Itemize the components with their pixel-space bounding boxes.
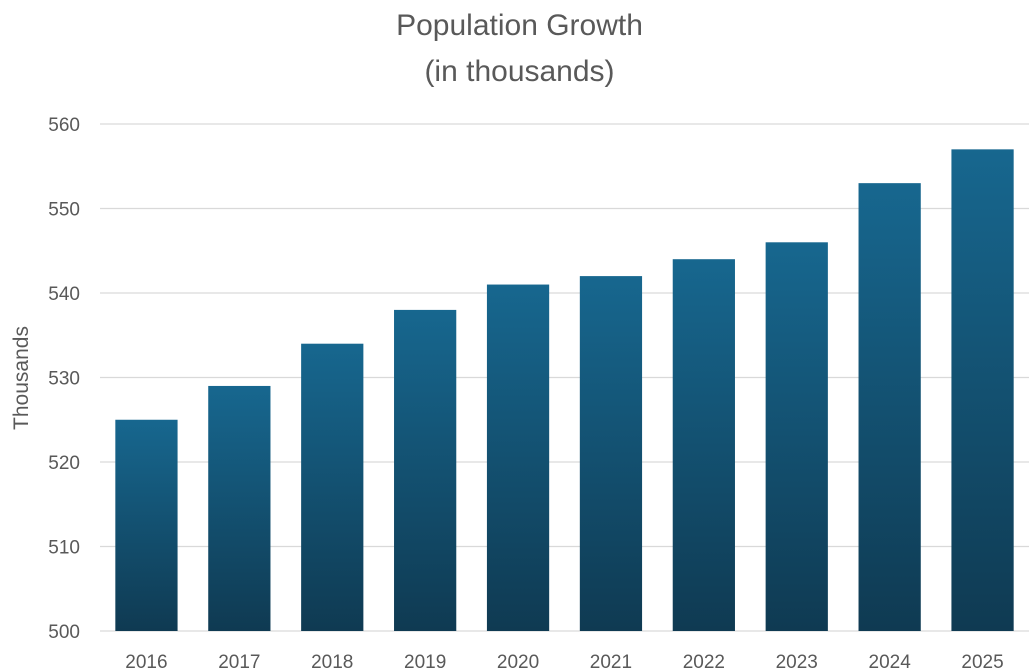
x-tick-label: 2024 xyxy=(869,652,912,671)
x-tick-label: 2022 xyxy=(683,652,725,671)
y-tick-label: 560 xyxy=(48,115,80,136)
x-tick-label: 2018 xyxy=(311,652,353,671)
x-tick-label: 2025 xyxy=(961,652,1003,671)
x-tick-label: 2020 xyxy=(497,652,539,671)
bar-2019 xyxy=(394,309,457,631)
bar-2018 xyxy=(301,343,364,631)
bar-2025 xyxy=(951,149,1014,631)
y-tick-label: 550 xyxy=(48,200,80,221)
chart-subtitle: (in thousands) xyxy=(424,55,615,88)
x-tick-label: 2019 xyxy=(404,652,446,671)
y-tick-label: 520 xyxy=(48,453,80,474)
y-tick-label: 530 xyxy=(48,369,80,390)
bar-2021 xyxy=(579,276,643,631)
bar-2020 xyxy=(486,284,550,631)
bar-2022 xyxy=(672,259,735,631)
x-tick-label: 2017 xyxy=(218,652,260,671)
x-tick-label: 2016 xyxy=(125,652,167,671)
bar-2024 xyxy=(858,183,921,631)
bar-2017 xyxy=(208,385,271,631)
y-axis-title: Thousands xyxy=(10,326,33,430)
bar-2023 xyxy=(765,242,828,632)
x-tick-label: 2021 xyxy=(590,652,632,671)
chart-title: Population Growth xyxy=(396,9,643,42)
bar-2016 xyxy=(115,419,178,631)
y-tick-label: 510 xyxy=(48,538,80,559)
x-tick-label: 2023 xyxy=(776,652,818,671)
y-tick-label: 540 xyxy=(48,284,80,305)
y-tick-label: 500 xyxy=(48,622,80,643)
